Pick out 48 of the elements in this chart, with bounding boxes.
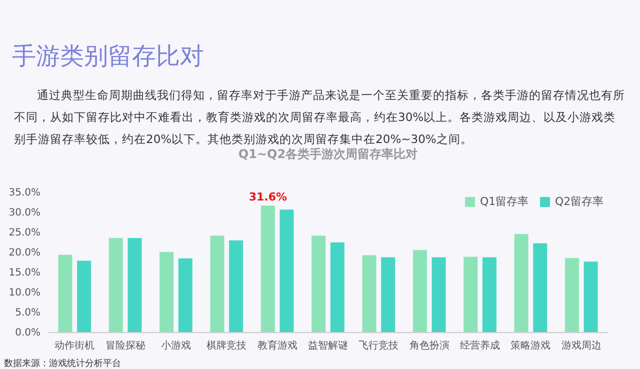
- bar: [108, 238, 123, 332]
- y-tick-label: 35.0%: [8, 188, 40, 198]
- bar: [260, 206, 275, 332]
- x-tick-label: 经营养成: [460, 340, 500, 352]
- x-tick-label: 冒险探秘: [105, 340, 146, 352]
- bar: [77, 260, 92, 332]
- x-tick-label: 游戏周边: [561, 340, 602, 352]
- chart-title: Q1~Q2各类手游次周留存率比对: [238, 147, 418, 161]
- y-tick-label: 10.0%: [8, 288, 40, 298]
- y-tick-label: 25.0%: [8, 228, 40, 238]
- bar: [128, 238, 142, 332]
- bar: [432, 257, 446, 332]
- bar: [229, 240, 244, 332]
- data-label: 31.6%: [248, 190, 287, 204]
- y-tick-label: 0.0%: [15, 328, 40, 338]
- source-note: 数据来源：游戏统计分析平台: [4, 358, 121, 369]
- bar: [178, 258, 192, 332]
- bar: [564, 258, 579, 332]
- bar: [58, 254, 72, 332]
- bar: [312, 236, 326, 332]
- bar: [280, 210, 294, 332]
- text: 通过典型生命周期曲线我们得知，留存率对于手游产品来说是一个至关重要的指标，各类手游的留存情况也有所不同，从如下留存比对中不难看出，教育类游戏的次周留存率最高，约在30%以上。各类游戏周边、以及小游戏类别手游留存率较低，约在20%以下。其他类别游戏的次周留存集中在20%~30%之间。: [14, 88, 625, 146]
- x-tick-label: 教育游戏: [257, 340, 298, 352]
- bar: [464, 256, 478, 332]
- x-tick-label: 小游戏: [160, 340, 191, 352]
- y-tick-label: 5.0%: [15, 308, 40, 318]
- x-tick-label: 棋牌竞技: [206, 340, 247, 352]
- legend-label: Q2留存率: [555, 195, 604, 208]
- x-tick-label: 飞行竞技: [358, 340, 399, 352]
- bar: [584, 262, 598, 332]
- bar: [362, 255, 376, 332]
- x-tick-label: 益智解谜: [308, 340, 348, 352]
- bar: [160, 252, 174, 332]
- x-tick-label: 策略游戏: [510, 340, 551, 352]
- bar: [381, 257, 396, 332]
- text: 手游类别留存比对: [12, 41, 204, 72]
- bar: [330, 242, 344, 332]
- bar: [482, 257, 496, 332]
- y-tick-label: 15.0%: [8, 268, 40, 278]
- y-tick-label: 20.0%: [8, 248, 40, 258]
- x-tick-label: 角色扮演: [409, 340, 450, 352]
- y-tick-label: 30.0%: [8, 208, 40, 218]
- bar: [412, 250, 427, 332]
- bar: [533, 243, 548, 332]
- bar: [514, 234, 528, 332]
- legend-label: Q1留存率: [480, 195, 529, 208]
- bar: [210, 236, 224, 332]
- x-tick-label: 动作街机: [54, 340, 95, 352]
